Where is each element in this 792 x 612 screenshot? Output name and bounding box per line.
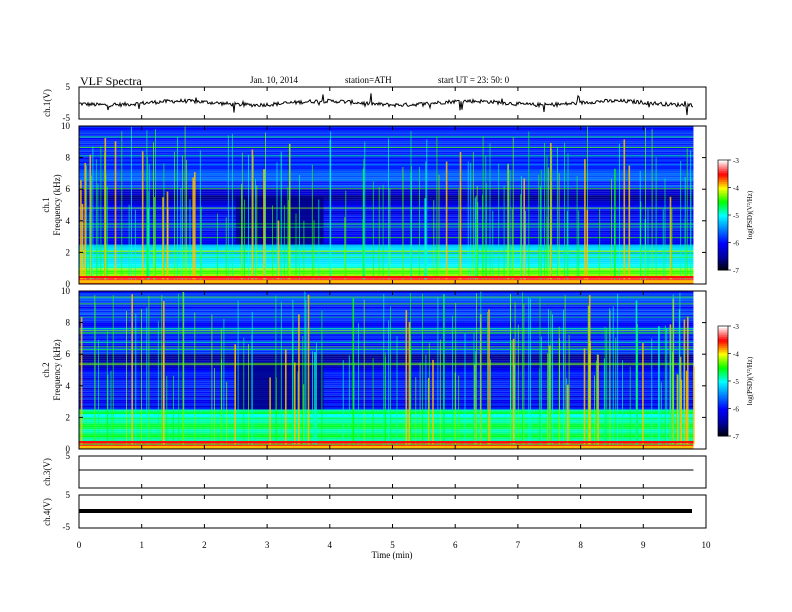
freq-tick-label: 6: [66, 349, 71, 359]
colorbar-tick-label: -3: [733, 323, 739, 331]
start-time-label: start UT = 23: 50: 0: [438, 75, 510, 85]
time-tick-label: 8: [578, 540, 583, 550]
freq-tick-label: 6: [66, 184, 71, 194]
time-tick-label: 0: [77, 540, 82, 550]
freq-tick-label: 4: [66, 381, 71, 391]
time-tick-label: 4: [328, 540, 333, 550]
ch2-spectrogram-image: [79, 291, 695, 449]
time-tick-label: 7: [516, 540, 521, 550]
figure-title: VLF Spectra: [80, 74, 142, 88]
ch1-spec-channel-label: ch.1: [41, 197, 51, 212]
freq-tick-label: 8: [66, 153, 71, 163]
ch1-colorbar: -3 -4 -5 -6 -7 log(PSD)(V²/Hz): [717, 157, 754, 275]
ch2-spec-ylabel: Frequency (kHz): [52, 339, 62, 400]
ch1-wave-ytick-top: 5: [66, 82, 71, 92]
time-tick-label: 6: [453, 540, 458, 550]
ch1-spectrogram-image: [79, 126, 694, 284]
ch1-spec-ylabel: Frequency (kHz): [52, 174, 62, 235]
colorbar-tick-label: -6: [733, 240, 739, 248]
ch1-spectrogram-panel: ch.1 Frequency (kHz) 0 2 4 6 8 10: [41, 121, 707, 289]
ch2-spectrogram-panel: ch.2 Frequency (kHz) 0 2 4 6 8 10: [41, 286, 707, 454]
time-tick-label: 1: [139, 540, 144, 550]
colorbar-tick-label: -4: [733, 185, 739, 193]
colorbar-label: log(PSD)(V²/Hz): [746, 356, 754, 405]
ch3-ytick-top: 5: [66, 451, 71, 461]
freq-tick-label: 0: [66, 279, 71, 289]
colorbar-tick-label: -5: [733, 378, 739, 386]
time-tick-label: 5: [390, 540, 395, 550]
ch1-wave-ylabel: ch.1(V): [42, 89, 52, 117]
freq-tick-label: 10: [61, 286, 71, 296]
colorbar-tick-label: -6: [733, 406, 739, 414]
time-axis-label: Time (min): [372, 550, 413, 560]
freq-tick-label: 0: [66, 444, 71, 454]
time-tick-label: 2: [202, 540, 207, 550]
freq-tick-label: 10: [61, 121, 71, 131]
time-axis: 0 1 2 3 4 5 6 7 8 9 10: [77, 87, 711, 550]
time-tick-label: 10: [702, 540, 712, 550]
ch4-waveform-trace: [79, 509, 692, 513]
freq-tick-label: 2: [66, 412, 71, 422]
colorbar-tick-label: -5: [733, 212, 739, 220]
ch3-ylabel: ch.3(V): [42, 458, 52, 486]
freq-tick-label: 8: [66, 318, 71, 328]
colorbar-tick-label: -7: [733, 267, 739, 275]
ch2-spec-channel-label: ch.2: [41, 362, 51, 377]
ch1-wave-ytick-bottom: -5: [63, 113, 71, 123]
colorbar-tick-label: -7: [733, 433, 739, 441]
ch4-ylabel: ch.4(V): [42, 498, 52, 526]
colorbar-tick-label: -3: [733, 157, 739, 165]
ch1-waveform-trace: [78, 93, 693, 116]
ch4-ytick-top: 5: [66, 490, 71, 500]
time-tick-label: 3: [265, 540, 270, 550]
ch2-colorbar: -3 -4 -5 -6 -7 log(PSD)(V²/Hz): [717, 323, 754, 441]
station-label: station=ATH: [345, 75, 392, 85]
time-tick-label: 9: [641, 540, 646, 550]
colorbar-label: log(PSD)(V²/Hz): [746, 190, 754, 239]
freq-tick-label: 2: [66, 247, 71, 257]
colorbar-tick-label: -4: [733, 351, 739, 359]
ch4-ytick-bottom: -5: [63, 522, 71, 532]
date-label: Jan. 10, 2014: [250, 75, 298, 85]
freq-tick-label: 4: [66, 216, 71, 226]
